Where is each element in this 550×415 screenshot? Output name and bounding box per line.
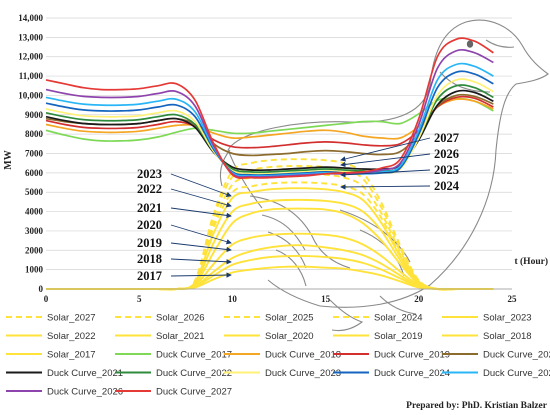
series-line-solar_2025 (46, 172, 494, 291)
legend-label: Duck Curve_2017 (156, 350, 232, 361)
duck-eye-icon (466, 40, 474, 48)
y-tick-label: 4000 (25, 207, 44, 217)
series-line-solar_2026 (46, 165, 494, 291)
series-line-solar_2022 (46, 198, 494, 291)
year-label-left: 2021 (137, 201, 162, 215)
duck-sketch-stroke (227, 19, 549, 308)
y-tick-label: 3000 (25, 226, 44, 236)
legend-label: Duck Curve_2020 (483, 350, 550, 361)
series-line-duck-curve_2024 (45, 70, 494, 176)
x-tick-label: 25 (508, 294, 518, 304)
axes: 0 1000 2000 3000 4000 5000 6000 7000 8000 9000 10,… (18, 13, 517, 304)
legend-label: Solar_2022 (47, 331, 96, 342)
y-tick-label: 12,000 (18, 52, 43, 62)
year-arrow (170, 224, 232, 245)
legend-label: Solar_2017 (47, 350, 96, 361)
x-axis-label: t (Hour) (514, 256, 548, 267)
series-line-duck-curve_2017 (45, 97, 494, 142)
year-arrow (170, 272, 232, 278)
year-label-left: 2018 (137, 252, 162, 266)
legend-label: Solar_2020 (265, 331, 314, 342)
series-line-solar_2024 (46, 181, 494, 291)
legend-label: Duck Curve_2025 (483, 368, 550, 379)
year-label-right: 2027 (434, 131, 459, 145)
legend-label: Duck Curve_2027 (156, 387, 232, 398)
series-line-solar_2023 (46, 187, 494, 291)
year-arrow (170, 173, 232, 197)
legend-label: Duck Curve_2018 (265, 350, 341, 361)
year-label-left: 2017 (137, 269, 162, 283)
x-tick-label: 0 (44, 294, 49, 304)
y-tick-label: 0 (39, 284, 44, 294)
year-label-left: 2023 (137, 167, 162, 181)
year-arrow (340, 153, 431, 168)
duck-sketch-stroke (329, 299, 364, 332)
year-arrow (340, 169, 431, 178)
year-label-right: 2025 (434, 163, 459, 177)
year-arrow (170, 242, 232, 253)
series-line-solar_2021 (46, 207, 494, 291)
series-line-duck-curve_2027 (45, 37, 494, 180)
duck-sketch-stroke (267, 279, 321, 307)
legend-label: Solar_2025 (265, 313, 314, 324)
legend-label: Solar_2018 (483, 331, 532, 342)
year-arrow (170, 258, 232, 265)
year-arrow (170, 188, 232, 208)
y-tick-label: 8000 (25, 129, 44, 139)
series-line-duck-curve_2023 (45, 78, 494, 175)
year-label-left: 2020 (137, 218, 162, 232)
year-arrow (340, 137, 431, 162)
duck-sketch-stroke (249, 195, 351, 269)
legend-label: Solar_2019 (374, 331, 423, 342)
legend-label: Duck Curve_2019 (374, 350, 450, 361)
y-tick-label: 7000 (25, 149, 44, 159)
legend-label: Duck Curve_2026 (47, 387, 123, 398)
legend-label: Duck Curve_2024 (374, 368, 450, 379)
duck-sketch-stroke (485, 39, 515, 48)
year-label-right: 2026 (434, 147, 459, 161)
year-label-left: 2019 (137, 236, 162, 250)
year-arrow (340, 184, 431, 190)
series-line-solar_2018 (46, 255, 494, 291)
year-label-right: 2024 (434, 179, 460, 193)
legend-label: Solar_2026 (156, 313, 205, 324)
duck-sketch-stroke (275, 249, 307, 287)
legend-label: Solar_2024 (374, 313, 423, 324)
duck-sketch-stroke (379, 295, 417, 315)
year-arrow (170, 207, 232, 219)
y-tick-label: 5000 (25, 187, 44, 197)
y-tick-label: 11,000 (19, 71, 44, 81)
y-tick-label: 14,000 (18, 13, 43, 23)
x-tick-label: 10 (228, 294, 238, 304)
y-axis-label: MW (3, 150, 14, 169)
legend-label: Solar_2027 (47, 313, 96, 324)
x-tick-label: 15 (321, 294, 331, 304)
series-line-solar_2027 (46, 158, 494, 291)
legend: Solar_2027 Solar_2026 Solar_2025 Solar_2024… (6, 313, 550, 398)
gridlines (46, 17, 512, 290)
y-tick-label: 6000 (25, 168, 44, 178)
legend-label: Duck Curve_2022 (156, 368, 232, 379)
x-tick-label: 20 (414, 294, 424, 304)
y-tick-label: 1000 (25, 265, 44, 275)
series-line-duck-curve_2026 (45, 48, 494, 178)
credit-text: Prepared by: PhD. Kristian Balzer (406, 401, 548, 411)
legend-label: Solar_2021 (156, 331, 205, 342)
legend-label: Duck Curve_2023 (265, 368, 341, 379)
y-tick-label: 2000 (25, 245, 44, 255)
y-tick-label: 13,000 (18, 32, 43, 42)
y-tick-label: 9000 (25, 110, 44, 120)
x-tick-label: 5 (137, 294, 142, 304)
series-line-duck-curve_2025 (45, 62, 494, 177)
year-label-left: 2022 (137, 182, 162, 196)
y-tick-label: 10,000 (18, 90, 43, 100)
legend-label: Solar_2023 (483, 313, 532, 324)
series-line-duck-curve_2021 (45, 89, 494, 172)
legend-label: Duck Curve_2021 (47, 368, 123, 379)
